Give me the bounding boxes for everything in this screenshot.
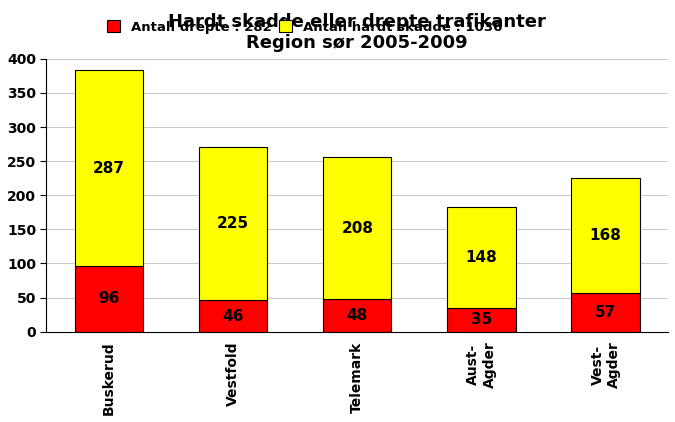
Bar [75,266,143,332]
Bar [199,147,267,300]
Title: Hardt skadde eller drepte trafikanter
Region sør 2005-2009: Hardt skadde eller drepte trafikanter Re… [168,13,546,52]
Text: 287: 287 [93,161,125,176]
Text: 148: 148 [466,250,497,265]
Bar [323,299,392,332]
Text: 96: 96 [98,292,119,306]
Bar [323,157,392,299]
Bar [572,293,640,332]
Text: 225: 225 [217,216,249,231]
Bar [572,178,640,293]
Text: 46: 46 [222,308,244,324]
Text: 57: 57 [595,305,616,320]
Text: 48: 48 [347,308,368,323]
Text: 35: 35 [471,312,492,327]
Bar [448,308,516,332]
Text: 208: 208 [342,221,373,235]
Bar [199,300,267,332]
Legend: Antall drepte : 282, Antall hardt skadde : 1036: Antall drepte : 282, Antall hardt skadde… [103,16,506,38]
Text: 168: 168 [590,228,622,243]
Bar [448,207,516,308]
Bar [75,70,143,266]
